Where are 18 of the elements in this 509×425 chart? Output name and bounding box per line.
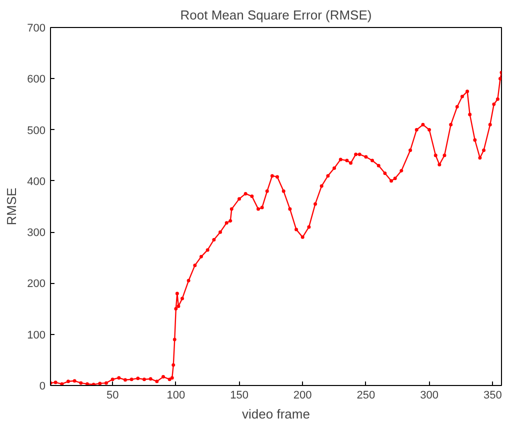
y-tick-label: 0 xyxy=(39,380,46,392)
y-axis-title: RMSE xyxy=(4,187,20,226)
x-tick-label: 200 xyxy=(293,390,312,402)
chart-title: Root Mean Square Error (RMSE) xyxy=(180,8,372,22)
y-tick-label: 600 xyxy=(27,74,46,86)
y-tick-label: 500 xyxy=(27,124,46,137)
y-tick-label: 100 xyxy=(27,329,46,342)
y-tick-label: 200 xyxy=(27,278,46,290)
y-tick-label: 300 xyxy=(27,227,46,240)
x-tick-label: 350 xyxy=(483,390,502,402)
x-tick-label: 300 xyxy=(420,390,438,402)
x-tick-label: 250 xyxy=(356,390,376,402)
y-tick-label: 700 xyxy=(27,22,46,34)
y-tick-label: 400 xyxy=(27,176,46,188)
x-tick-label: 150 xyxy=(230,390,248,402)
x-tick-label: 100 xyxy=(166,390,186,402)
x-tick-label: 50 xyxy=(106,390,119,402)
x-axis-title: video frame xyxy=(242,406,310,422)
